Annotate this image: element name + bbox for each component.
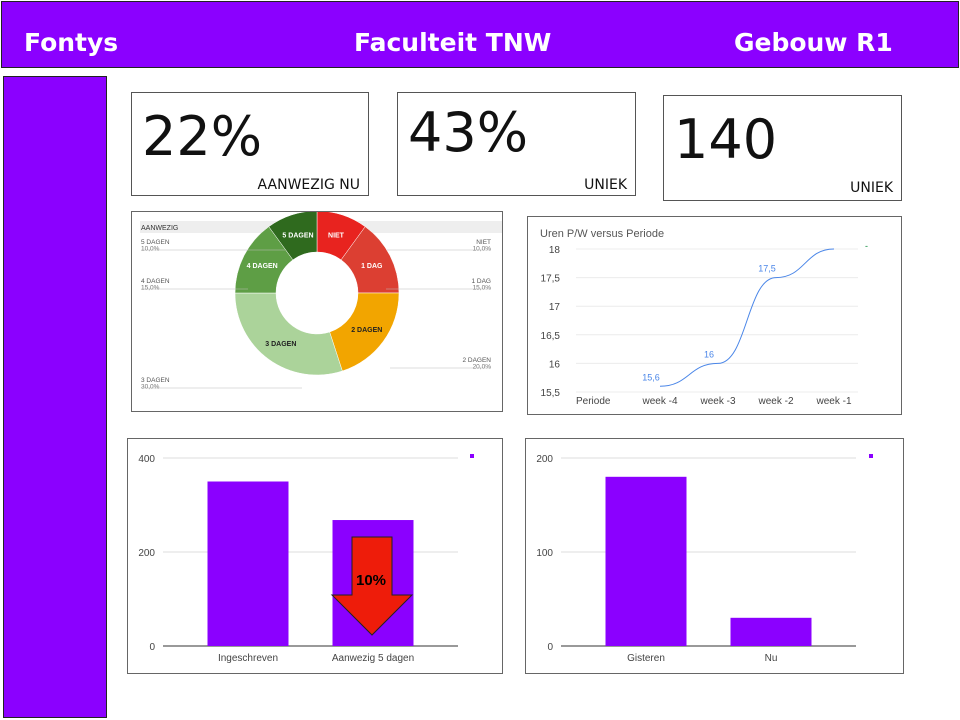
bar-chart-enrolled: 0 200 400 Ingeschreven Aanwezig 5 dagen 10%: [138, 454, 474, 664]
kpi-label: UNIEK: [584, 177, 627, 193]
legend-mark: -: [865, 241, 868, 251]
data-label: 15,6: [642, 372, 660, 382]
outside-percent: 15,0%: [141, 285, 160, 292]
y-tick-label: 200: [138, 548, 155, 559]
outside-label: NIET: [476, 239, 491, 246]
bar-chart-enrolled-panel: 0 200 400 Ingeschreven Aanwezig 5 dagen 10%: [127, 438, 503, 674]
y-tick-label: 16: [549, 359, 561, 370]
down-arrow-icon: [330, 536, 414, 636]
bar-chart-days-panel: 0 100 200 Gisteren Nu: [525, 438, 904, 674]
outside-label: 3 DAGEN: [141, 377, 170, 384]
decrease-annotation: 10%: [356, 572, 386, 589]
kpi-card-unique-count: 140 UNIEK: [663, 95, 902, 201]
bar: [730, 617, 812, 646]
x-tick-label: week -1: [815, 396, 851, 407]
slice-label: 3 DAGEN: [265, 341, 296, 348]
legend-swatch: [470, 454, 474, 458]
outside-label: 5 DAGEN: [141, 239, 170, 246]
y-tick-label: 200: [536, 454, 553, 465]
kpi-card-unique-percent: 43% UNIEK: [397, 92, 636, 196]
y-tick-label: 0: [149, 642, 155, 653]
slice-label: 1 DAG: [361, 263, 383, 270]
x-axis-label: Periode: [576, 396, 611, 407]
slice-label: 5 DAGEN: [282, 233, 313, 240]
building-title: Gebouw R1: [734, 28, 893, 57]
y-tick-label: 400: [138, 454, 155, 465]
header-bar: Fontys Faculteit TNW Gebouw R1: [1, 1, 959, 68]
x-tick-label: Aanwezig 5 dagen: [332, 653, 414, 664]
kpi-value: 22%: [142, 105, 263, 168]
kpi-card-present-now: 22% AANWEZIG NU: [131, 92, 369, 196]
y-tick-label: 17: [549, 302, 561, 313]
outside-percent: 30,0%: [141, 384, 160, 391]
kpi-label: AANWEZIG NU: [257, 177, 360, 193]
line-chart: Uren P/W versus Periode - 15,5 16 16,5 17 17,5…: [540, 228, 868, 407]
outside-percent: 15,0%: [473, 285, 492, 292]
faculty-title: Faculteit TNW: [354, 28, 552, 57]
x-tick-label: week -2: [757, 396, 793, 407]
kpi-value: 140: [674, 108, 778, 171]
x-tick-label: Nu: [765, 653, 778, 664]
slice-label: 4 DAGEN: [247, 263, 278, 270]
bar: [605, 476, 687, 646]
y-tick-label: 100: [536, 548, 553, 559]
y-tick-label: 16,5: [541, 331, 561, 342]
bar-chart-days: 0 100 200 Gisteren Nu: [536, 454, 873, 664]
donut-slice: [234, 292, 343, 376]
data-label: 17,5: [758, 264, 776, 274]
chart-title: AANWEZIG: [141, 225, 178, 232]
x-tick-label: Ingeschreven: [218, 653, 278, 664]
outside-label: 4 DAGEN: [141, 278, 170, 285]
outside-percent: 10,0%: [141, 246, 160, 253]
outside-label: 2 DAGEN: [462, 357, 491, 364]
y-tick-label: 0: [547, 642, 553, 653]
line-chart-panel: Uren P/W versus Periode - 15,5 16 16,5 17 17,5…: [527, 216, 902, 415]
x-tick-label: week -3: [699, 396, 735, 407]
slice-label: 2 DAGEN: [351, 327, 382, 334]
legend-swatch: [869, 454, 873, 458]
brand-name: Fontys: [24, 28, 119, 57]
outside-percent: 20,0%: [473, 364, 492, 371]
y-tick-label: 18: [549, 245, 561, 256]
y-tick-label: 15,5: [541, 388, 561, 399]
outside-label: 1 DAG: [471, 278, 491, 285]
kpi-value: 43%: [408, 101, 529, 164]
series-line: [659, 248, 835, 387]
chart-title: Uren P/W versus Periode: [540, 228, 664, 240]
y-tick-label: 17,5: [541, 274, 561, 285]
slice-label: NIET: [328, 233, 345, 240]
data-label: 16: [704, 349, 714, 359]
outside-percent: 10,0%: [473, 246, 492, 253]
bar: [207, 481, 289, 646]
x-tick-label: week -4: [641, 396, 677, 407]
x-tick-label: Gisteren: [627, 653, 665, 664]
sidebar: [3, 76, 107, 718]
donut-chart-panel: AANWEZIG NIET NIET 10,0% 1 DAG 1 DAG 15,0% 2 DA…: [131, 210, 503, 412]
kpi-label: UNIEK: [850, 180, 893, 196]
